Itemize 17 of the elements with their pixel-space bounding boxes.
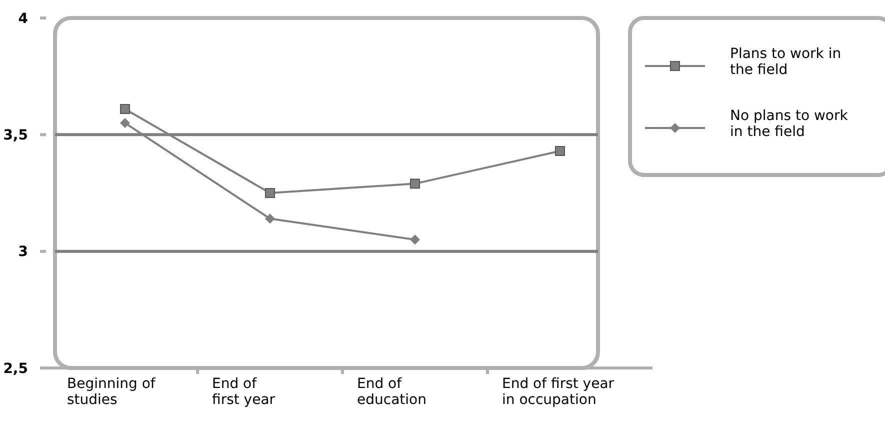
legend-label: Plans to work in the field bbox=[730, 46, 842, 78]
x-tick-label: End of first year bbox=[212, 376, 276, 408]
point bbox=[410, 178, 420, 189]
point bbox=[120, 118, 130, 128]
y-tick-label: 2,5 bbox=[3, 360, 28, 377]
legend-label: No plans to work in the field bbox=[730, 108, 849, 140]
y-tick-label: 3,5 bbox=[3, 128, 28, 144]
x-tick-label: Beginning of studies bbox=[67, 376, 156, 408]
y-tick-label: 3 bbox=[18, 244, 28, 260]
point bbox=[120, 104, 130, 114]
x-tick-label: End of first year in occupation bbox=[502, 376, 614, 408]
point bbox=[410, 234, 420, 245]
y-tick-label: 4 bbox=[18, 10, 28, 27]
point bbox=[265, 188, 275, 198]
point bbox=[265, 214, 275, 224]
x-tick-label: End of education bbox=[357, 376, 426, 408]
point bbox=[555, 146, 565, 156]
